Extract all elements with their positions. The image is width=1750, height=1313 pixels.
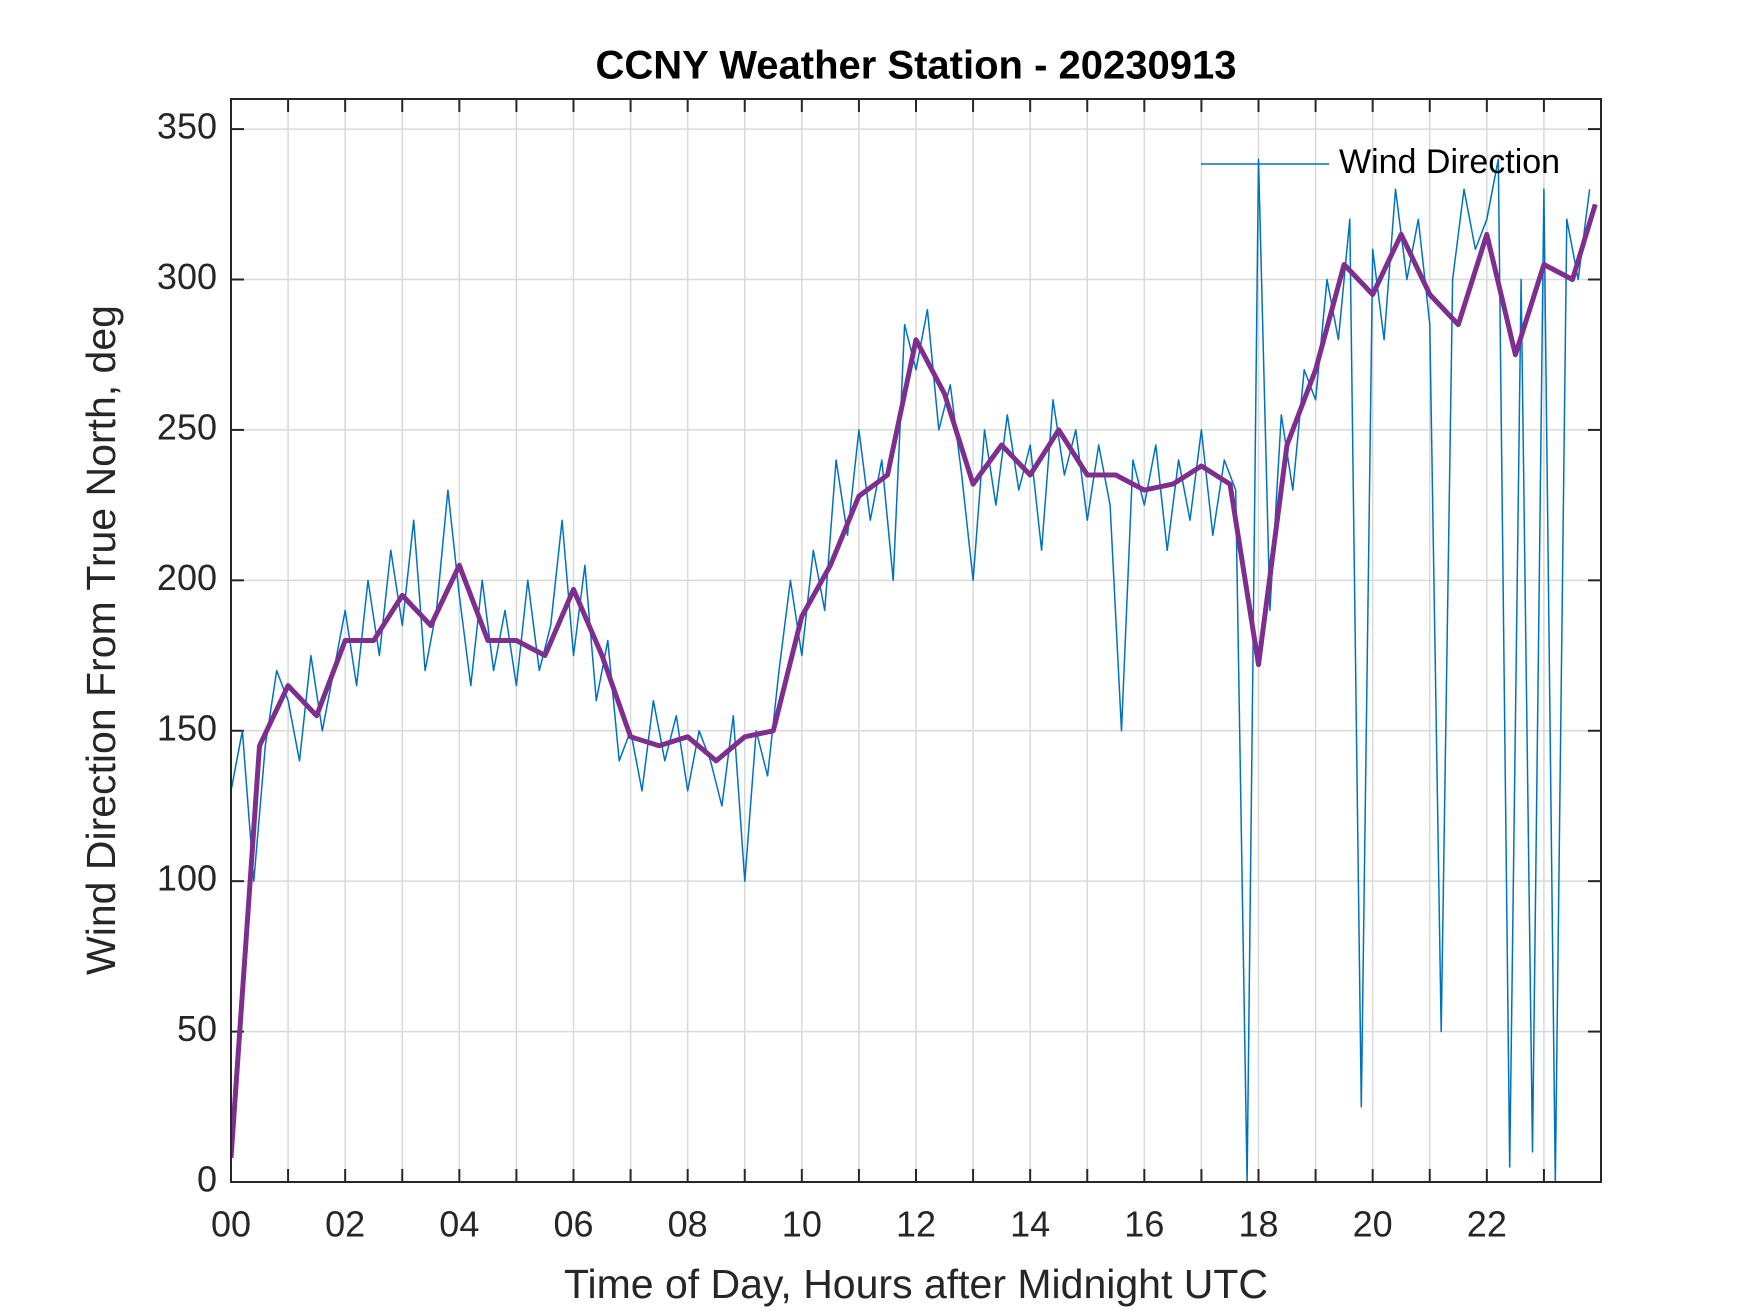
- axes-box: [230, 98, 1602, 1183]
- y-axis-label: Wind Direction From True North, deg: [78, 305, 124, 975]
- x-tick-label: 06: [553, 1204, 593, 1245]
- x-axis-label: Time of Day, Hours after Midnight UTC: [564, 1261, 1268, 1307]
- x-tick-label: 08: [668, 1204, 708, 1245]
- y-tick-label: 200: [157, 557, 217, 598]
- x-tick-label: 04: [439, 1204, 479, 1245]
- y-tick-label: 50: [177, 1008, 217, 1049]
- x-tick-label: 02: [325, 1204, 365, 1245]
- legend-label: Wind Direction: [1339, 143, 1560, 181]
- y-tick-label: 350: [157, 106, 217, 147]
- x-tick-label: 14: [1010, 1204, 1050, 1245]
- x-tick-label: 12: [896, 1204, 936, 1245]
- data-line: [231, 203, 1598, 1159]
- x-tick-label: 00: [211, 1204, 251, 1245]
- x-tick-label: 18: [1238, 1204, 1278, 1245]
- data-line: [231, 158, 1591, 1182]
- y-tick-label: 250: [157, 406, 217, 447]
- x-tick-label: 20: [1353, 1204, 1393, 1245]
- chart-title: CCNY Weather Station - 20230913: [596, 44, 1237, 88]
- x-tick-label: 10: [782, 1204, 822, 1245]
- y-tick-label: 0: [197, 1159, 217, 1200]
- x-tick-label: 22: [1467, 1204, 1507, 1245]
- y-tick-label: 100: [157, 858, 217, 899]
- x-tick-label: 16: [1124, 1204, 1164, 1245]
- y-tick-label: 150: [157, 707, 217, 748]
- y-tick-label: 300: [157, 256, 217, 297]
